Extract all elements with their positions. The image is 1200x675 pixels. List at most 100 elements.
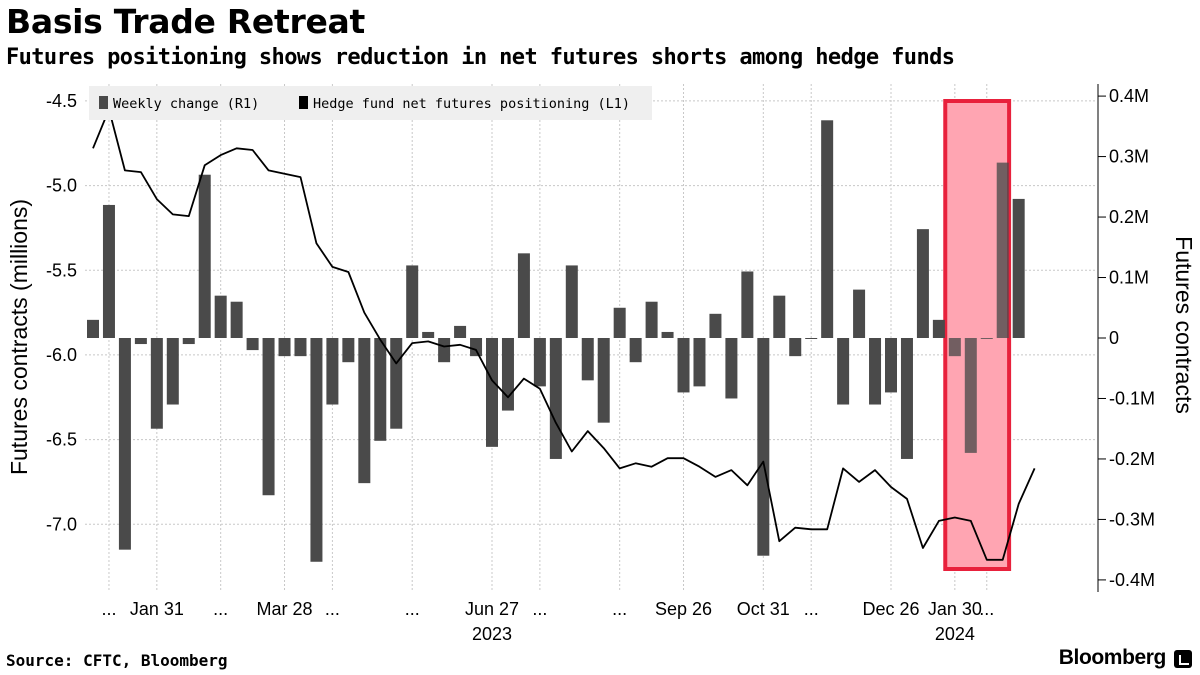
bar xyxy=(916,229,929,338)
right-tick-label: -0.4M xyxy=(1109,570,1155,590)
bar xyxy=(87,319,99,338)
bar xyxy=(709,313,722,338)
bar xyxy=(374,338,387,441)
line-series xyxy=(92,108,1036,561)
bar xyxy=(932,319,945,338)
bar xyxy=(549,338,562,459)
right-tick-label: -0.3M xyxy=(1109,509,1155,529)
bar xyxy=(102,204,115,338)
left-tick-label: -6.5 xyxy=(46,430,77,450)
bar xyxy=(134,338,147,345)
right-tick-label: 0 xyxy=(1109,328,1119,348)
bar xyxy=(565,265,578,338)
right-tick-label: 0.3M xyxy=(1109,147,1149,167)
bar xyxy=(853,289,866,338)
bar xyxy=(198,174,211,338)
bar xyxy=(533,338,546,387)
x-tick-label: ... xyxy=(979,599,994,619)
bar xyxy=(294,338,307,357)
bar xyxy=(948,338,961,357)
bar xyxy=(150,338,163,429)
bar xyxy=(470,338,483,357)
x-tick-label: ... xyxy=(612,599,627,619)
bar-series xyxy=(87,120,1025,562)
x-tick-label: ... xyxy=(213,599,228,619)
bar xyxy=(789,338,802,357)
legend-label-net-positioning: Hedge fund net futures positioning (L1) xyxy=(313,96,630,112)
highlight-region xyxy=(943,99,1012,571)
bar xyxy=(326,338,339,405)
legend-label-weekly-change: Weekly change (R1) xyxy=(113,96,259,112)
left-tick-label: -6.0 xyxy=(46,345,77,365)
bar xyxy=(214,295,227,338)
chart-title: Basis Trade Retreat xyxy=(6,2,365,41)
bar xyxy=(390,338,403,429)
bar xyxy=(1012,198,1025,338)
bar xyxy=(166,338,179,405)
bar xyxy=(837,338,850,405)
bar xyxy=(980,338,993,339)
bar xyxy=(613,307,626,338)
bar xyxy=(182,338,195,345)
bar xyxy=(900,338,913,459)
bar xyxy=(454,325,467,338)
source-note: Source: CFTC, Bloomberg xyxy=(6,651,228,670)
bar xyxy=(406,265,419,338)
brand-icon xyxy=(1174,650,1192,668)
right-tick-label: 0.1M xyxy=(1109,268,1149,288)
bar xyxy=(486,338,498,447)
x-tick-label: ... xyxy=(532,599,547,619)
bar xyxy=(964,338,977,453)
legend-background xyxy=(89,86,652,120)
legend-swatch-weekly-change xyxy=(99,96,108,109)
x-tick-label: Jan 31 xyxy=(130,599,184,619)
left-axis-title: Futures contracts (millions) xyxy=(6,199,32,475)
x-tick-label: Dec 26 xyxy=(862,599,919,619)
right-tick-label: -0.1M xyxy=(1109,388,1155,408)
bar xyxy=(629,338,642,363)
x-tick-label: ... xyxy=(405,599,420,619)
bar xyxy=(741,271,754,338)
left-tick-label: -5.0 xyxy=(46,176,77,196)
right-tick-label: -0.2M xyxy=(1109,449,1155,469)
axes: -4.5 -5.0 -5.5 -6.0 -6.5 -7.0 0.4M 0.3M 0.2M 0.1M… xyxy=(46,84,1155,644)
bar xyxy=(342,338,355,363)
bar xyxy=(773,295,786,338)
x-tick-label: Jun 27 xyxy=(465,599,519,619)
chart-subtitle: Futures positioning shows reduction in n… xyxy=(6,45,955,70)
net-positioning-line xyxy=(92,108,1036,561)
bar xyxy=(422,331,435,338)
bar xyxy=(358,338,371,484)
x-tick-label: Mar 28 xyxy=(257,599,313,619)
x-tick-label: ... xyxy=(101,599,116,619)
brand-logo: Bloomberg xyxy=(1058,646,1167,669)
left-tick-label: -7.0 xyxy=(46,514,77,534)
bar xyxy=(677,338,690,393)
x-tick-label: Sep 26 xyxy=(655,599,712,619)
bar xyxy=(885,338,897,393)
right-axis-title: Futures contracts xyxy=(1171,236,1197,414)
bar xyxy=(581,338,594,381)
bar xyxy=(310,338,323,562)
x-tick-label: Jan 30 xyxy=(928,599,982,619)
bar xyxy=(805,338,818,339)
x-tick-label: ... xyxy=(325,599,340,619)
legend: Weekly change (R1) Hedge fund net future… xyxy=(89,86,652,120)
bar xyxy=(661,331,674,338)
bar xyxy=(645,301,658,338)
bar xyxy=(246,338,259,351)
bar xyxy=(262,338,275,496)
bar xyxy=(118,338,131,550)
bar xyxy=(725,338,738,399)
left-tick-label: -5.5 xyxy=(46,260,77,280)
right-tick-label: 0.4M xyxy=(1109,86,1149,106)
x-year-label: 2024 xyxy=(935,624,975,644)
left-tick-label: -4.5 xyxy=(46,91,77,111)
bar xyxy=(757,338,770,556)
x-tick-label: Oct 31 xyxy=(737,599,790,619)
bar xyxy=(996,162,1009,338)
bar xyxy=(438,338,451,363)
bar xyxy=(869,338,882,405)
bar xyxy=(517,253,530,338)
